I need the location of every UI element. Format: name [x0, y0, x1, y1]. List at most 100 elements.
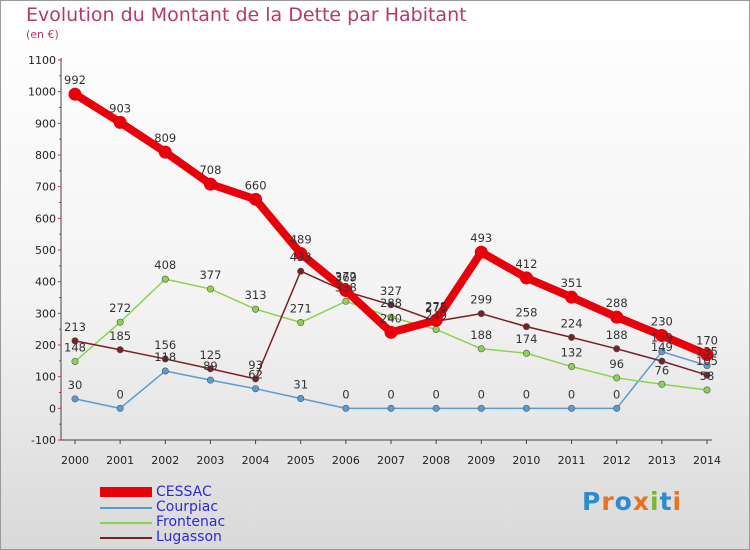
data-label-lugasson: 258 — [515, 306, 537, 320]
data-label-courpiac: 0 — [432, 387, 439, 401]
data-label-frontenac: 272 — [109, 301, 131, 315]
data-point-lugasson — [387, 301, 395, 309]
data-point-cessac — [474, 245, 488, 259]
data-point-courpiac — [252, 385, 260, 393]
data-point-cessac — [339, 284, 353, 298]
data-label-courpiac: 62 — [248, 368, 263, 382]
data-label-lugasson: 213 — [64, 320, 86, 334]
data-point-courpiac — [161, 367, 169, 375]
data-point-frontenac — [477, 345, 485, 353]
data-point-cessac — [655, 329, 669, 342]
y-tick-label: 800 — [35, 149, 56, 162]
data-label-lugasson: 185 — [109, 329, 131, 343]
data-label-lugasson: 224 — [561, 316, 583, 330]
x-tick-label: 2009 — [467, 454, 495, 467]
logo-letter: t — [659, 487, 673, 516]
data-label-courpiac: 118 — [154, 350, 176, 364]
data-label-frontenac: 338 — [335, 280, 357, 294]
y-tick-label: 900 — [35, 117, 56, 130]
data-label-lugasson: 125 — [199, 348, 221, 362]
legend-swatch-lugasson — [100, 537, 152, 539]
y-tick-label: 600 — [35, 212, 56, 225]
data-label-cessac: 493 — [470, 231, 492, 245]
data-label-lugasson: 275 — [425, 300, 447, 314]
data-label-cessac: 230 — [651, 315, 673, 329]
legend-label-frontenac: Frontenac — [156, 514, 226, 530]
data-label-cessac: 489 — [290, 232, 312, 246]
legend-label-courpiac: Courpiac — [156, 499, 219, 515]
data-point-frontenac — [206, 285, 214, 293]
data-label-cessac: 170 — [696, 334, 718, 348]
y-tick-label: 0 — [49, 402, 56, 415]
data-point-lugasson — [71, 337, 79, 345]
data-label-courpiac: 31 — [293, 378, 308, 392]
y-tick-label: 700 — [35, 181, 56, 194]
data-label-courpiac: 0 — [613, 387, 620, 401]
data-point-courpiac — [477, 404, 485, 412]
data-label-courpiac: 30 — [68, 378, 83, 392]
data-label-courpiac: 0 — [387, 387, 394, 401]
data-point-courpiac — [206, 376, 214, 384]
x-tick-label: 2012 — [603, 454, 631, 467]
data-point-courpiac — [387, 404, 395, 412]
data-point-cessac — [113, 115, 127, 129]
y-tick-label: 1000 — [28, 86, 56, 99]
x-tick-label: 2011 — [558, 454, 586, 467]
x-tick-label: 2003 — [196, 454, 224, 467]
logo-letter: x — [632, 487, 650, 516]
data-label-cessac: 240 — [380, 311, 402, 325]
data-point-lugasson — [658, 357, 666, 365]
data-label-lugasson: 369 — [335, 270, 357, 284]
y-tick-label: 1100 — [28, 54, 56, 67]
data-point-frontenac — [568, 363, 576, 371]
data-label-lugasson: 105 — [696, 354, 718, 368]
data-label-lugasson: 156 — [154, 338, 176, 352]
x-tick-label: 2005 — [287, 454, 315, 467]
data-point-courpiac — [703, 362, 711, 370]
data-label-cessac: 412 — [515, 257, 537, 271]
data-point-cessac — [158, 145, 172, 159]
logo-letter: o — [614, 487, 633, 516]
logo-letter: r — [601, 487, 615, 516]
logo-letter: i — [650, 487, 660, 516]
data-point-cessac — [384, 325, 398, 339]
data-point-frontenac — [703, 386, 711, 394]
data-label-lugasson: 299 — [470, 293, 492, 307]
data-label-cessac: 708 — [199, 163, 221, 177]
data-label-lugasson: 149 — [651, 340, 673, 354]
y-tick-label: 400 — [35, 276, 56, 289]
y-tick-label: 100 — [35, 371, 56, 384]
legend-swatch-frontenac — [100, 522, 152, 524]
data-label-cessac: 278 — [425, 299, 447, 313]
legend-label-cessac: CESSAC — [156, 484, 212, 500]
data-label-frontenac: 408 — [154, 258, 176, 272]
data-label-frontenac: 313 — [245, 288, 267, 302]
legend-label-lugasson: Lugasson — [156, 529, 222, 545]
data-point-lugasson — [477, 310, 485, 318]
x-tick-label: 2004 — [242, 454, 270, 467]
data-point-cessac — [429, 313, 443, 327]
x-tick-label: 2013 — [648, 454, 676, 467]
x-tick-label: 2002 — [151, 454, 179, 467]
data-point-cessac — [249, 192, 263, 206]
data-label-cessac: 288 — [606, 296, 628, 310]
chart-title: Evolution du Montant de la Dette par Hab… — [26, 4, 467, 26]
data-label-frontenac: 249 — [425, 308, 447, 322]
data-point-lugasson — [206, 365, 214, 373]
legend-swatch-cessac — [100, 487, 152, 497]
data-point-courpiac — [297, 395, 305, 403]
data-point-frontenac — [297, 319, 305, 327]
data-point-courpiac — [71, 395, 79, 403]
legend-swatch-courpiac — [100, 507, 152, 509]
data-point-frontenac — [522, 349, 530, 357]
data-point-cessac — [519, 271, 533, 285]
data-point-lugasson — [116, 346, 124, 354]
data-label-cessac: 809 — [154, 131, 176, 145]
x-tick-label: 2006 — [332, 454, 360, 467]
data-point-cessac — [203, 177, 217, 191]
data-point-cessac — [700, 348, 714, 361]
data-label-cessac: 351 — [561, 276, 583, 290]
data-point-cessac — [565, 290, 579, 304]
data-point-frontenac — [252, 305, 260, 313]
